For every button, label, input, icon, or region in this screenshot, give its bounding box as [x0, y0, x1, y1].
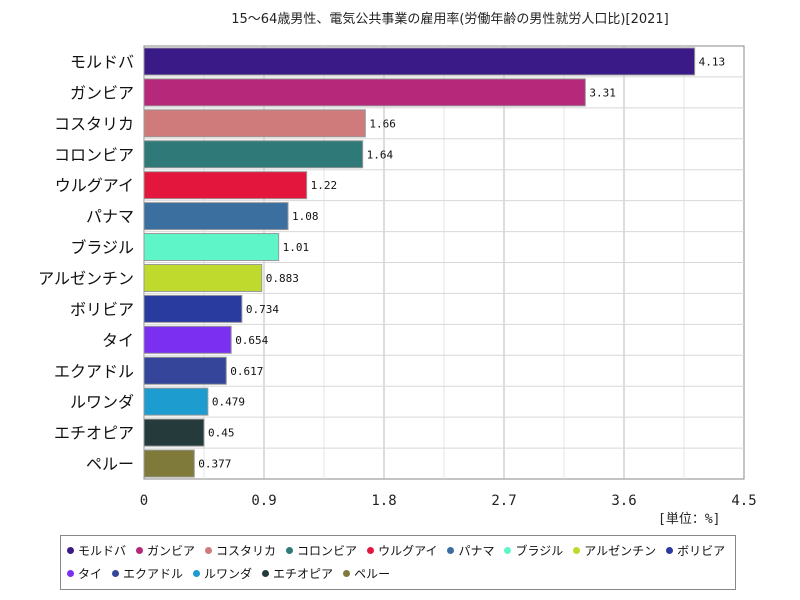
legend-label: ブラジル — [515, 544, 564, 558]
bar — [143, 418, 205, 447]
value-label: 0.654 — [235, 334, 268, 347]
legend-swatch — [67, 547, 74, 554]
legend-item: ボリビア — [666, 540, 725, 561]
bar — [143, 109, 366, 138]
legend-swatch — [666, 547, 674, 554]
category-label: アルゼンチン — [38, 269, 134, 288]
unit-label: [単位：%] — [658, 512, 721, 527]
category-label: ルワンダ — [70, 393, 134, 412]
x-tick-label: 1.8 — [371, 493, 396, 509]
chart-title: 15～64歳男性、電気公共事業の雇用率(労働年齢の男性就労人口比)[2021] — [231, 12, 669, 27]
legend-label: ルワンダ — [204, 567, 253, 581]
x-tick-label: 2.7 — [491, 493, 516, 509]
legend-item: エクアドル — [112, 563, 183, 584]
category-label: エチオピア — [54, 424, 134, 443]
legend-swatch — [286, 547, 294, 554]
legend-swatch — [573, 547, 581, 554]
legend-item: ウルグアイ — [367, 540, 437, 561]
bar — [143, 47, 696, 76]
bar — [143, 171, 308, 200]
category-label: エクアドル — [54, 362, 134, 381]
bar — [143, 325, 232, 354]
value-label: 1.22 — [311, 179, 338, 192]
legend-item: モルドバ — [67, 540, 126, 561]
bar — [143, 233, 280, 262]
value-label: 4.13 — [699, 55, 726, 68]
legend-swatch — [193, 570, 201, 577]
bar — [143, 202, 289, 231]
bar — [143, 387, 209, 416]
legend-item: パナマ — [447, 540, 494, 561]
legend-item: エチオピア — [262, 563, 333, 584]
category-label: パナマ — [86, 207, 134, 226]
category-label: コスタリカ — [54, 114, 134, 133]
value-label: 0.734 — [246, 303, 279, 316]
bar — [143, 449, 195, 478]
legend-swatch — [262, 570, 270, 577]
category-label: ブラジル — [70, 238, 134, 257]
legend-item: タイ — [67, 563, 102, 584]
value-label: 0.377 — [198, 458, 231, 471]
legend-swatch — [205, 547, 213, 554]
bar — [143, 294, 243, 323]
legend: モルドバ ガンビア コスタリカ コロンビア ウルグアイ パナマ ブラジル アルゼンチン ボリビア… — [60, 535, 736, 590]
legend-item: コロンビア — [286, 540, 357, 561]
legend-label: タイ — [78, 567, 103, 581]
value-label: 0.617 — [230, 365, 263, 378]
value-label: 1.08 — [292, 210, 319, 223]
value-label: 0.883 — [266, 272, 299, 285]
legend-label: コロンビア — [297, 544, 358, 558]
value-label: 1.66 — [369, 117, 396, 130]
legend-label: エチオピア — [273, 567, 334, 581]
legend-item: ルワンダ — [193, 563, 252, 584]
bar — [143, 140, 364, 169]
category-label: ボリビア — [70, 300, 134, 319]
value-label: 3.31 — [589, 86, 616, 99]
legend-label: ウルグアイ — [378, 544, 438, 558]
value-label: 0.45 — [208, 427, 235, 440]
legend-swatch — [447, 547, 455, 554]
legend-swatch — [67, 570, 74, 577]
bar-chart: 0 0.9 1.8 2.7 3.6 4.5 4.13 モルドバ 3.31 ガンビア 1.66 コスタリ… — [38, 45, 757, 509]
category-label: ペルー — [86, 455, 134, 474]
legend-swatch — [343, 570, 351, 577]
legend-item: コスタリカ — [205, 540, 276, 561]
x-tick-label: 4.5 — [731, 493, 756, 509]
legend-label: コスタリカ — [216, 544, 277, 558]
legend-item: アルゼンチン — [573, 540, 656, 561]
legend-item: ブラジル — [504, 540, 563, 561]
value-label: 0.479 — [212, 396, 245, 409]
legend-label: エクアドル — [123, 567, 184, 581]
legend-item: ガンビア — [136, 540, 195, 561]
x-tick-label: 3.6 — [611, 493, 636, 509]
legend-item: ペルー — [343, 563, 390, 584]
legend-label: ガンビア — [147, 544, 196, 558]
bar — [143, 263, 263, 292]
x-tick-label: 0.9 — [251, 493, 276, 509]
value-label: 1.64 — [367, 148, 394, 161]
legend-label: パナマ — [458, 544, 495, 558]
bar — [143, 356, 227, 385]
bar — [143, 78, 586, 107]
legend-swatch — [504, 547, 512, 554]
category-label: ウルグアイ — [55, 176, 134, 195]
category-label: タイ — [102, 331, 134, 350]
category-label: コロンビア — [54, 145, 134, 164]
legend-label: アルゼンチン — [584, 544, 657, 558]
legend-label: ボリビア — [677, 544, 726, 558]
x-tick-label: 0 — [140, 493, 148, 509]
legend-swatch — [136, 547, 144, 554]
legend-swatch — [112, 570, 120, 577]
legend-label: モルドバ — [78, 544, 127, 558]
legend-label: ペルー — [354, 567, 391, 581]
category-label: ガンビア — [70, 83, 134, 102]
value-label: 1.01 — [283, 241, 310, 254]
legend-swatch — [367, 547, 375, 554]
category-label: モルドバ — [70, 52, 134, 71]
